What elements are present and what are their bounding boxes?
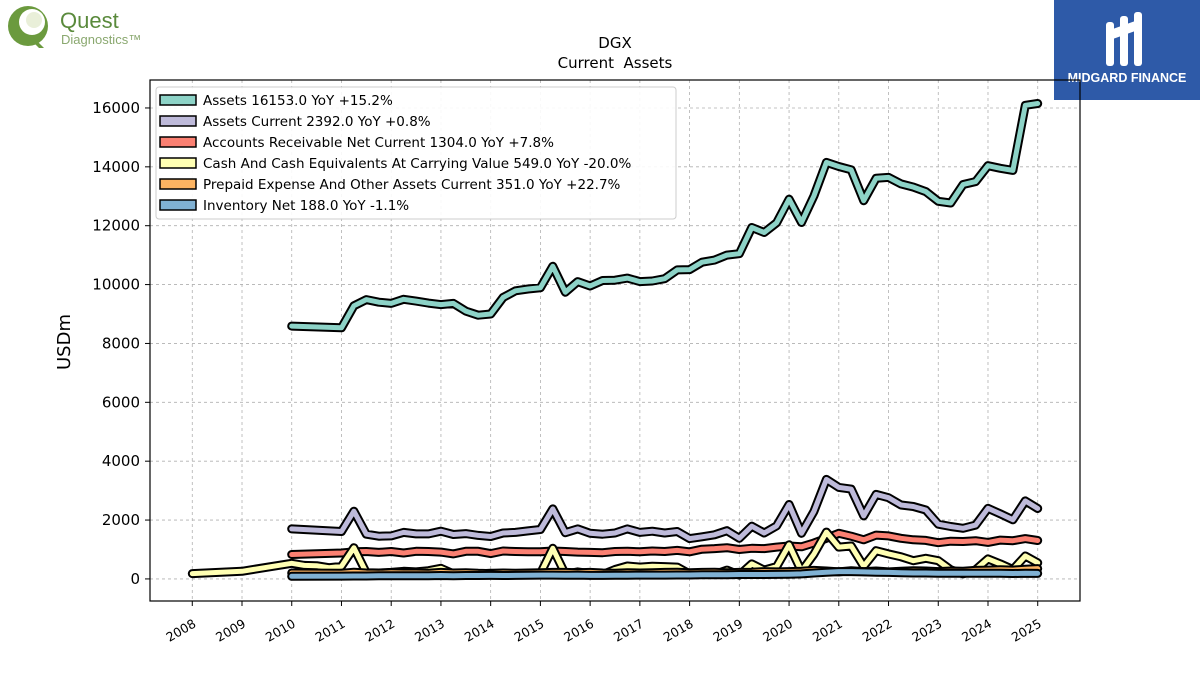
plot-frame — [149, 79, 1081, 602]
y-tick-label: 0 — [130, 570, 140, 588]
legend-label: Cash And Cash Equivalents At Carrying Va… — [203, 156, 631, 172]
series-5 — [287, 567, 1043, 581]
x-tick-label: 2019 — [710, 616, 745, 645]
x-tick-label: 2010 — [263, 616, 298, 645]
x-tick-label: 2018 — [661, 616, 696, 645]
y-tick-label: 2000 — [102, 511, 140, 529]
x-tick-label: 2025 — [1009, 616, 1044, 645]
y-tick-label: 4000 — [102, 452, 140, 470]
series-line — [289, 530, 1041, 557]
midgard-finance-logo: MIDGARD FINANCE — [1054, 0, 1200, 100]
series-line — [289, 101, 1041, 331]
legend-swatch — [159, 157, 197, 169]
series-1 — [287, 474, 1043, 544]
x-tick-label: 2020 — [760, 616, 795, 645]
legend-swatch — [159, 115, 197, 127]
legend-swatch — [159, 178, 197, 190]
y-tick-label: 6000 — [102, 393, 140, 411]
midgard-logo-mark: MIDGARD FINANCE — [1068, 12, 1187, 85]
legend-label: Inventory Net 188.0 YoY -1.1% — [203, 198, 409, 214]
chart-subtitle: Current Assets — [558, 54, 673, 72]
series-2 — [287, 528, 1043, 559]
y-axis-label: USDm — [54, 314, 75, 370]
legend-label: Assets 16153.0 YoY +15.2% — [203, 93, 393, 109]
x-tick-label: 2009 — [213, 616, 248, 645]
series-line — [289, 569, 1041, 579]
y-tick-label: 12000 — [92, 217, 140, 235]
y-axis: 0 2000 4000 6000 8000 10000 12000 14000 16000 — [92, 99, 150, 588]
y-tick-label: 14000 — [92, 158, 140, 176]
series-line — [289, 476, 1041, 542]
x-tick-label: 2024 — [959, 616, 994, 645]
legend: Assets 16153.0 YoY +15.2% Assets Current … — [155, 86, 677, 220]
legend-label: Assets Current 2392.0 YoY +0.8% — [203, 114, 431, 130]
y-tick-label: 10000 — [92, 276, 140, 294]
series-lines — [187, 99, 1043, 581]
x-tick-label: 2012 — [362, 616, 397, 645]
x-tick-label: 2013 — [412, 616, 447, 645]
series-0 — [287, 99, 1043, 333]
x-tick-label: 2023 — [909, 616, 944, 645]
legend-swatch — [159, 199, 197, 211]
x-tick-label: 2021 — [810, 616, 845, 645]
legend-label: Accounts Receivable Net Current 1304.0 Y… — [203, 135, 554, 151]
midgard-logo-name: MIDGARD FINANCE — [1068, 71, 1187, 85]
x-tick-label: 2014 — [462, 616, 497, 645]
x-tick-label: 2015 — [511, 616, 546, 645]
x-tick-label: 2011 — [313, 616, 348, 645]
x-axis: 2008 2009 2010 2011 2012 2013 2014 2015 2016 2017… — [163, 601, 1044, 645]
chart-title: DGX — [598, 34, 631, 52]
y-tick-label: 16000 — [92, 99, 140, 117]
y-tick-label: 8000 — [102, 334, 140, 352]
quest-logo-mark: Quest Diagnostics™ — [8, 6, 141, 48]
x-tick-label: 2017 — [611, 616, 646, 645]
quest-diagnostics-logo: Quest Diagnostics™ — [4, 4, 164, 52]
x-tick-label: 2022 — [860, 616, 895, 645]
quest-logo-sub: Diagnostics™ — [61, 32, 141, 47]
legend-swatch — [159, 136, 197, 148]
x-tick-label: 2008 — [163, 616, 198, 645]
x-tick-label: 2016 — [561, 616, 596, 645]
legend-swatch — [159, 94, 197, 106]
legend-label: Prepaid Expense And Other Assets Current… — [203, 177, 621, 193]
legend-box — [155, 86, 677, 220]
quest-logo-name: Quest — [60, 8, 119, 33]
